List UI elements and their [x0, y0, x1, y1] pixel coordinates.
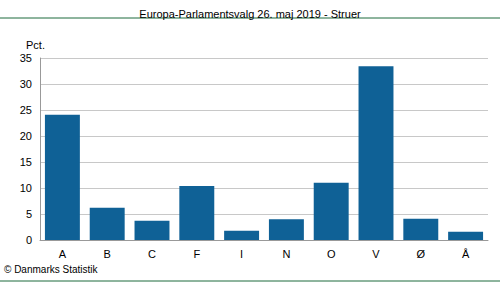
svg-text:I: I	[240, 248, 243, 260]
svg-text:30: 30	[20, 78, 32, 90]
svg-text:35: 35	[20, 52, 32, 64]
svg-text:B: B	[104, 248, 111, 260]
svg-text:Europa-Parlamentsvalg 26. maj: Europa-Parlamentsvalg 26. maj 2019 - Str…	[139, 8, 361, 20]
svg-text:C: C	[148, 248, 156, 260]
svg-text:V: V	[372, 248, 380, 260]
svg-text:5: 5	[26, 208, 32, 220]
svg-text:Ø: Ø	[417, 248, 426, 260]
svg-text:© Danmarks Statistik: © Danmarks Statistik	[4, 264, 99, 275]
svg-text:0: 0	[26, 234, 32, 246]
svg-text:F: F	[193, 248, 200, 260]
svg-text:A: A	[59, 248, 67, 260]
svg-text:Å: Å	[462, 248, 470, 260]
svg-text:10: 10	[20, 182, 32, 194]
svg-text:25: 25	[20, 104, 32, 116]
svg-text:Pct.: Pct.	[26, 39, 45, 51]
svg-text:15: 15	[20, 156, 32, 168]
svg-text:20: 20	[20, 130, 32, 142]
svg-text:O: O	[327, 248, 336, 260]
svg-text:N: N	[282, 248, 290, 260]
